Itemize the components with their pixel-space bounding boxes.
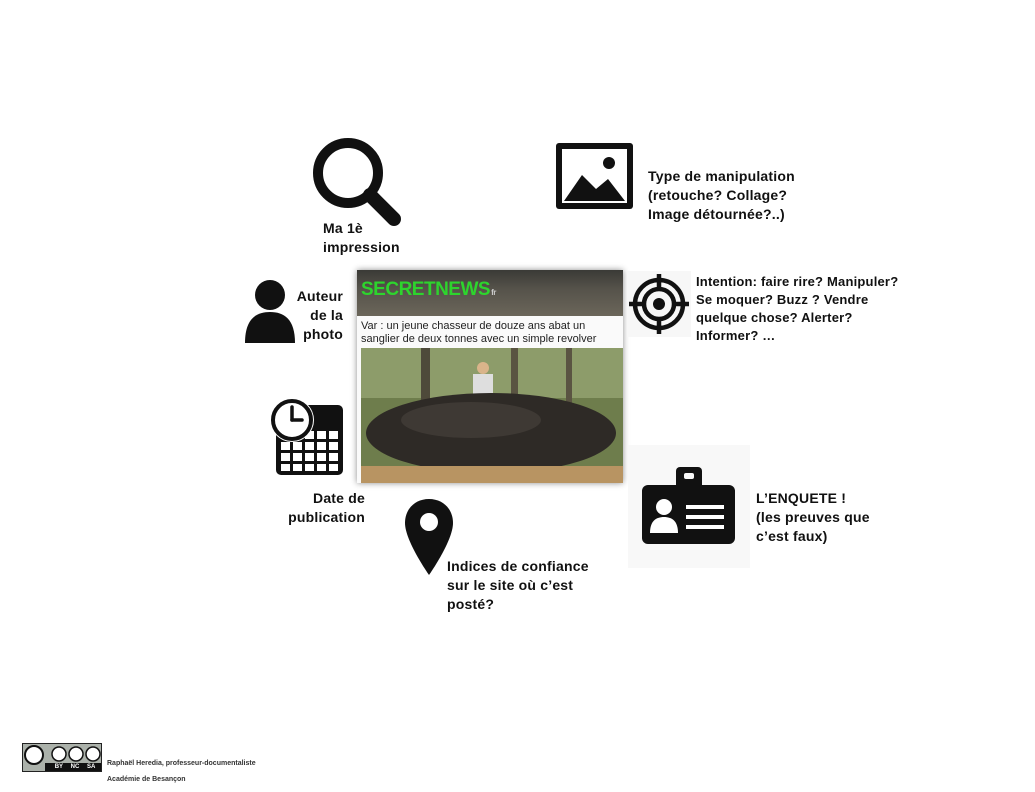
clock-calendar-icon: [270, 398, 343, 475]
boar-scene: [361, 348, 623, 483]
label-intention: Intention: faire rire? Manipuler? Se moq…: [696, 274, 899, 343]
news-logo: SECRETNEWSfr: [361, 279, 496, 300]
label-author: Auteur de la photo: [296, 288, 343, 342]
person-icon: [245, 280, 295, 343]
credits: Raphaël Heredia, professeur-documentalis…: [107, 752, 256, 792]
map-pin-icon: [405, 499, 453, 575]
license-text: BY NC SA: [54, 764, 96, 770]
target-icon: [627, 271, 691, 337]
credits-academy: Académie de Besançon: [107, 776, 186, 783]
image-icon: [556, 143, 633, 209]
credits-author: Raphaël Heredia, professeur-documentalis…: [107, 760, 256, 767]
news-photo: SECRETNEWSfr Var : un jeune chasseur de …: [357, 270, 623, 483]
id-badge-icon: [628, 445, 750, 568]
cc-license-badge: BY NC SA: [22, 743, 102, 772]
magnifier-icon: [313, 138, 401, 226]
cc-license-icon: [24, 745, 101, 771]
label-impression: Ma 1è impression: [323, 220, 400, 255]
label-enquete: L’ENQUETE ! (les preuves que c’est faux): [756, 490, 870, 544]
label-date: Date de publication: [288, 490, 365, 525]
label-manipulation: Type de manipulation (retouche? Collage?…: [648, 168, 795, 222]
label-trust: Indices de confiance sur le site où c’es…: [447, 558, 589, 612]
news-caption: Var : un jeune chasseur de douze ans aba…: [361, 320, 597, 345]
news-banner: [357, 270, 623, 316]
